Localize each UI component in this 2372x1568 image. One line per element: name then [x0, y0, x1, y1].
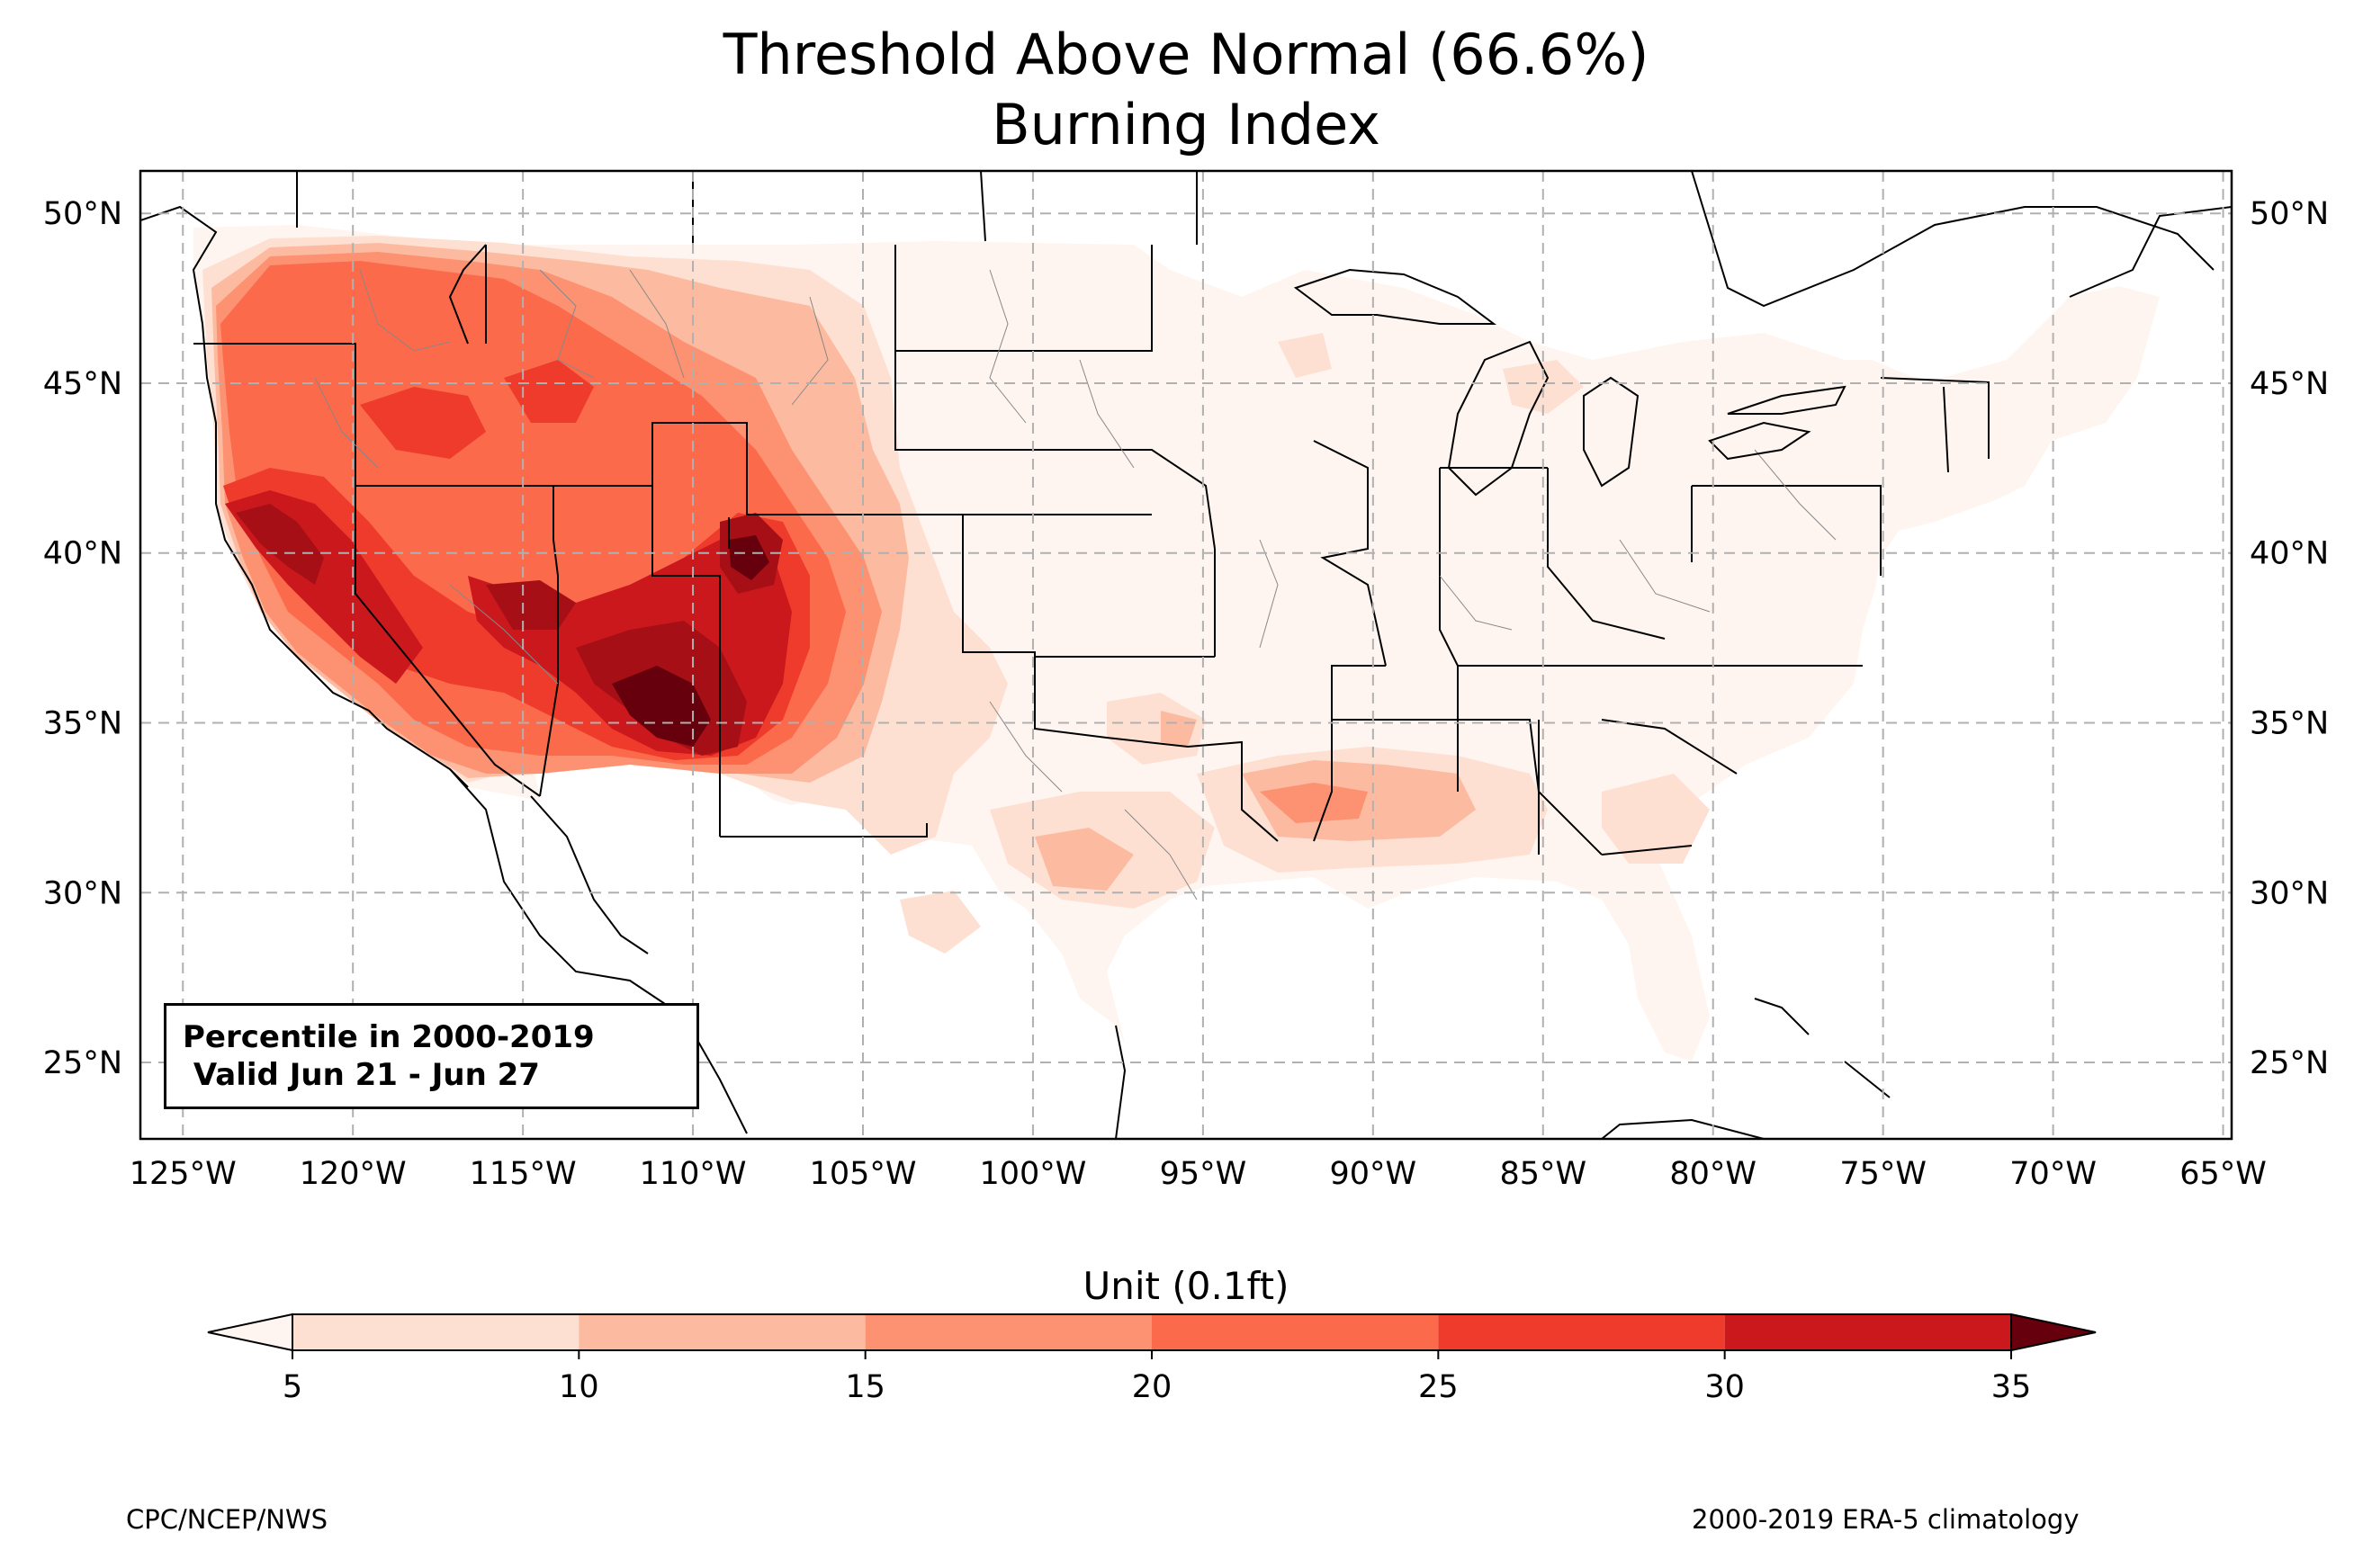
colorbar-segment — [579, 1314, 866, 1350]
lon-labels: 125°W 120°W 115°W 110°W 105°W 100°W 95°W 90°W 85… — [130, 1156, 2267, 1192]
colorbar-segment — [1438, 1314, 1725, 1350]
footer-left: CPC/NCEP/NWS — [126, 1504, 328, 1535]
lon-tick-label: 70°W — [2009, 1156, 2097, 1192]
colorbar-tick-label: 30 — [1704, 1369, 1745, 1405]
lat-tick-label-left: 45°N — [43, 366, 122, 402]
lat-tick-label-right: 25°N — [2250, 1045, 2329, 1081]
lat-labels-right: 50°N 45°N 40°N 35°N 30°N 25°N — [2250, 196, 2329, 1081]
lat-tick-label-left: 50°N — [43, 196, 122, 232]
colorbar-extend-under — [207, 1313, 293, 1352]
colorbar-tick-label: 35 — [1991, 1369, 2032, 1405]
lon-tick-label: 75°W — [1839, 1156, 1927, 1192]
lon-tick-label: 90°W — [1330, 1156, 1417, 1192]
colorbar-extend-over — [2010, 1313, 2097, 1352]
map-frame — [139, 169, 2233, 1141]
lon-tick-label: 120°W — [300, 1156, 407, 1192]
footer-right: 2000-2019 ERA-5 climatology — [1692, 1504, 2080, 1535]
lon-tick-label: 125°W — [130, 1156, 237, 1192]
gridlines — [140, 171, 2232, 1139]
colorbar: 5 10 15 20 25 30 35 — [207, 1313, 2097, 1405]
lat-tick-label-left: 35°N — [43, 706, 122, 742]
lat-tick-label-right: 45°N — [2250, 366, 2329, 402]
lat-labels-left: 50°N 45°N 40°N 35°N 30°N 25°N — [43, 196, 122, 1081]
lat-tick-label-left: 25°N — [43, 1045, 122, 1081]
lon-tick-label: 100°W — [979, 1156, 1086, 1192]
lat-tick-label-left: 40°N — [43, 536, 122, 572]
state-boundaries — [193, 244, 1990, 856]
colorbar-tick-label: 15 — [845, 1369, 885, 1405]
colorbar-segment — [865, 1314, 1152, 1350]
lat-tick-label-right: 40°N — [2250, 536, 2329, 572]
lat-tick-label-right: 50°N — [2250, 196, 2329, 232]
colorbar-segment — [1724, 1314, 2011, 1350]
annotation-box: Percentile in 2000-2019 Valid Jun 21 - J… — [164, 1003, 699, 1109]
lon-tick-label: 115°W — [470, 1156, 577, 1192]
chart-title: Threshold Above Normal (66.6%) — [723, 22, 1649, 87]
lon-tick-label: 105°W — [810, 1156, 917, 1192]
colorbar-label: Unit (0.1ft) — [1083, 1264, 1289, 1308]
colorbar-segment — [292, 1314, 580, 1350]
lat-tick-label-right: 35°N — [2250, 706, 2329, 742]
colorbar-tick-label: 5 — [283, 1369, 302, 1405]
lon-tick-label: 110°W — [640, 1156, 747, 1192]
chart-subtitle: Burning Index — [992, 92, 1380, 157]
county-boundaries — [314, 269, 1837, 900]
colorbar-segment — [1152, 1314, 1439, 1350]
lon-tick-label: 85°W — [1499, 1156, 1586, 1192]
lon-tick-label: 80°W — [1669, 1156, 1757, 1192]
colorbar-tick-label: 10 — [559, 1369, 599, 1405]
annotation-line2: Valid Jun 21 - Jun 27 — [183, 1057, 540, 1093]
annotation-line1: Percentile in 2000-2019 — [183, 1019, 595, 1055]
colorbar-tick-label: 25 — [1418, 1369, 1459, 1405]
lat-tick-label-left: 30°N — [43, 875, 122, 911]
lat-tick-label-right: 30°N — [2250, 875, 2329, 911]
lon-tick-label: 65°W — [2179, 1156, 2267, 1192]
lon-tick-label: 95°W — [1160, 1156, 1247, 1192]
colorbar-tick-label: 20 — [1132, 1369, 1173, 1405]
